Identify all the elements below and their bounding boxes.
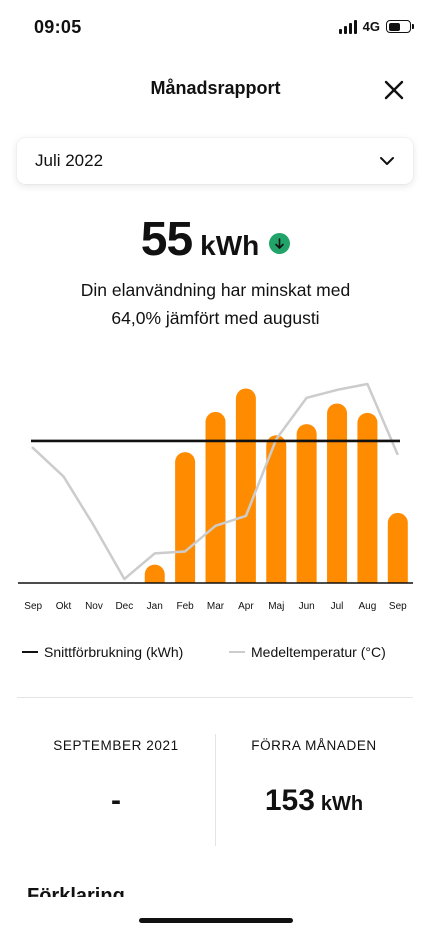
chart-tick-label: Feb [176,601,194,612]
chevron-down-icon [380,157,394,165]
month-select-value: Juli 2022 [35,151,104,170]
chart-tick-label: Jun [299,601,315,612]
chart-tick-label: Jan [147,601,163,612]
stat-value-last-year: - [16,784,216,818]
chart-bar [387,512,408,583]
legend-label-temperature: Medeltemperatur (°C) [251,644,386,660]
chart-tick-label: Dec [115,601,133,612]
month-select[interactable]: Juli 2022 [17,138,413,184]
chart-bar [235,388,256,583]
stat-number-last-year: - [111,784,121,817]
chart-tick-label: Maj [268,601,284,612]
chart-tick-label: Okt [56,601,72,612]
legend-item-average: Snittförbrukning (kWh) [22,644,183,660]
home-indicator [139,918,293,923]
comparison-line-1: Din elanvändning har minskat med [80,280,351,300]
stat-label-last-year: SEPTEMBER 2021 [53,738,179,753]
chart-bar [357,412,378,583]
stat-value-previous-month: 153 kWh [214,784,414,818]
stat-number-previous-month: 153 [264,784,315,817]
status-icons: 4G [338,19,414,34]
usage-value: 55 [140,213,193,266]
divider [17,697,413,698]
chart-bar [205,411,226,583]
temperature-line [31,382,399,581]
chart-tick-label: Nov [85,601,103,612]
chart-legend: Snittförbrukning (kWh) Medeltemperatur (… [0,644,431,666]
status-time: 09:05 [34,17,82,37]
chart-tick-label: Aug [359,601,377,612]
battery-icon [386,20,414,33]
usage-unit: kWh [200,230,260,261]
legend-swatch-temperature [229,650,245,654]
chart-tick-label: Sep [24,601,42,612]
divider-vertical [215,734,216,846]
chart-tick-label: Apr [238,601,254,612]
legend-item-temperature: Medeltemperatur (°C) [229,644,386,660]
usage-summary: 55 kWh [0,212,431,267]
stat-unit-previous-month: kWh [320,793,364,815]
legend-swatch-average [22,650,38,654]
chart-tick-label: Mar [207,601,225,612]
arrow-down-icon [269,233,291,254]
chart-tick-label: Sep [389,601,407,612]
usage-comparison-text: Din elanvändning har minskat med 64,0% j… [30,276,401,332]
monthly-usage-chart: Sep Okt Nov Dec Jan Feb Mar Apr Maj Jun Jul Aug Sep [18,382,413,612]
close-button[interactable] [380,76,408,104]
page-title: Månadsrapport [150,78,281,98]
status-bar: 09:05 4G [0,0,431,54]
chart-bar [144,564,165,583]
close-icon [384,80,404,100]
comparison-line-2: 64,0% jämfört med augusti [111,308,320,328]
chart-bar [175,452,196,583]
legend-label-average: Snittförbrukning (kWh) [44,644,184,660]
network-label: 4G [362,19,380,34]
signal-icon [338,19,357,34]
section-heading: Förklaring [27,885,125,897]
stat-label-previous-month: FÖRRA MÅNADEN [251,738,377,753]
chart-bar [296,424,317,583]
chart-bar [266,435,287,583]
chart-tick-label: Jul [331,601,344,612]
chart-bar [327,403,348,583]
